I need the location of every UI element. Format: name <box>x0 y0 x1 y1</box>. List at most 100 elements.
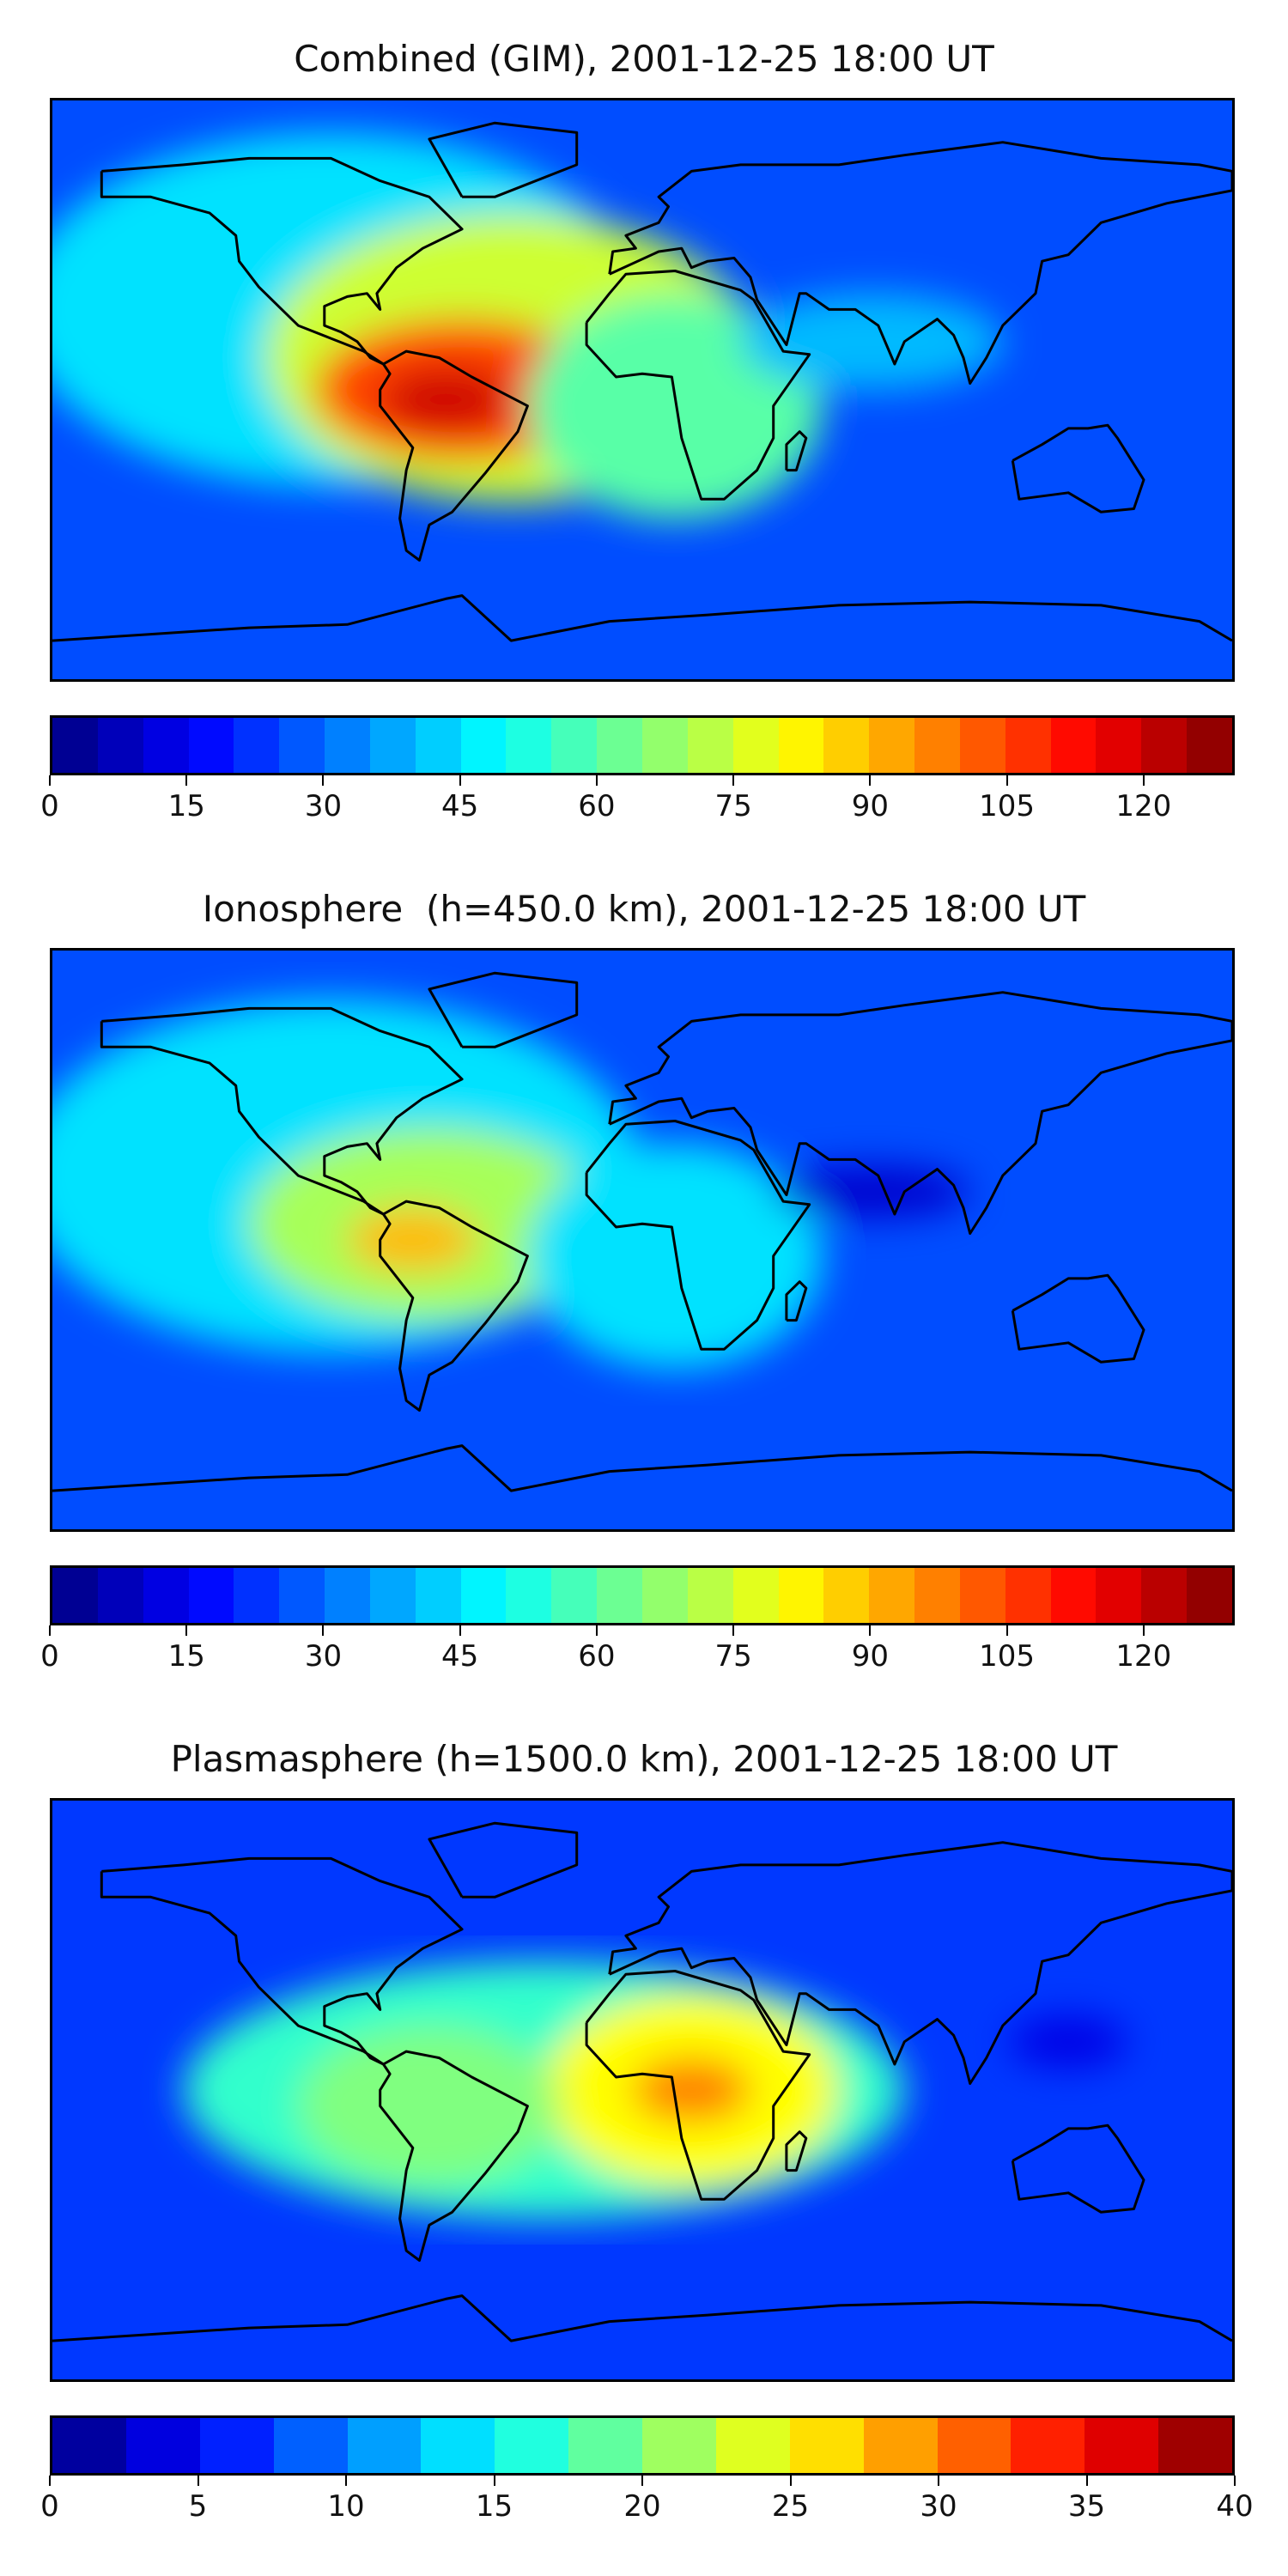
colorbar-segment <box>789 2418 864 2473</box>
colorbar-segment <box>325 718 370 773</box>
colorbar-tick <box>322 1625 325 1636</box>
coastline-7 <box>52 594 1232 642</box>
map-combined <box>50 98 1235 682</box>
colorbar-tick-label: 60 <box>578 789 616 823</box>
colorbar-segment <box>914 1568 960 1623</box>
coastline-2 <box>379 1200 529 1412</box>
colorbar-segment <box>506 718 552 773</box>
colorbar-segment <box>1096 1568 1142 1623</box>
colorbar-segment <box>460 718 507 773</box>
field-blob-4 <box>1009 2015 1127 2068</box>
colorbar-segment <box>188 1568 234 1623</box>
colorbar-tick-label: 60 <box>578 1639 616 1674</box>
colorbar-segment <box>1084 2418 1159 2473</box>
colorbar-segment <box>959 1568 1005 1623</box>
panel-title-plasmasphere: Plasmasphere (h=1500.0 km), 2001-12-25 1… <box>170 1738 1118 1780</box>
colorbar-segment <box>959 718 1005 773</box>
colorbar-segment <box>199 2418 274 2473</box>
colorbar-tick-label: 105 <box>979 789 1036 823</box>
colorbar-tick-label: 0 <box>40 789 59 823</box>
colorbar-segment <box>279 1568 325 1623</box>
colorbar-segment <box>778 718 824 773</box>
colorbar-tick <box>732 1625 735 1636</box>
colorbar-segment <box>279 718 325 773</box>
coastline-1 <box>428 121 579 198</box>
colorbar-tick-label: 90 <box>851 1639 890 1674</box>
colorbar-tick <box>493 2476 495 2486</box>
coastline-5 <box>1011 1273 1145 1364</box>
colorbar-tick <box>869 775 872 786</box>
colorbar-tick-label: 30 <box>304 789 343 823</box>
colorbar-segment <box>52 2418 126 2473</box>
coastline-0 <box>100 1006 464 1216</box>
colorbar-tick <box>345 2476 347 2486</box>
colorbar-segment <box>641 1568 688 1623</box>
coastline-6 <box>785 2130 808 2172</box>
colorbar-segment <box>1158 2418 1232 2473</box>
field-blob-3 <box>380 367 512 432</box>
colorbar-segment <box>125 2418 200 2473</box>
field-blob-3 <box>527 1143 823 1369</box>
colorbar-tick <box>197 2476 199 2486</box>
colorbar-segment <box>1011 2418 1085 2473</box>
colorbar-tick-label: 20 <box>623 2489 661 2524</box>
colorbar-segment <box>1096 718 1142 773</box>
colorbar-segment <box>143 718 189 773</box>
colorbar-tick-label: 120 <box>1115 789 1172 823</box>
colorbar-segment <box>1005 1568 1051 1623</box>
coastline-3 <box>585 1120 811 1351</box>
contour-field <box>183 1961 1127 2219</box>
colorbar-tick <box>1142 775 1145 786</box>
coastline-5 <box>1011 2123 1145 2214</box>
colorbar-tick <box>595 1625 598 1636</box>
colorbar-segment <box>273 2418 348 2473</box>
colorbar-segment <box>52 1568 98 1623</box>
colorbar-tick-label: 10 <box>327 2489 365 2524</box>
colorbar-segment <box>863 2418 938 2473</box>
colorbar-segment <box>415 718 461 773</box>
colorbar-segment <box>869 1568 915 1623</box>
colorbar-segment <box>823 718 870 773</box>
map-plasmasphere <box>50 1798 1235 2382</box>
coastline-3 <box>585 1970 811 2201</box>
colorbar-tick-label: 40 <box>1216 2489 1254 2524</box>
coastline-4 <box>608 141 1232 385</box>
coastline-0 <box>100 156 464 366</box>
colorbar-segment <box>823 1568 870 1623</box>
colorbar-segment <box>937 2418 1012 2473</box>
colorbar-segment <box>715 2418 790 2473</box>
colorbar-ticks-plasmasphere: 0 5 10 15 20 25 30 35 40 <box>40 2476 1254 2527</box>
colorbar-tick-label: 15 <box>167 789 205 823</box>
colorbar-tick-label: 35 <box>1067 2489 1106 2524</box>
colorbar-tick <box>1005 775 1008 786</box>
colorbar-segment <box>421 2418 495 2473</box>
coastline-1 <box>428 1821 579 1899</box>
colorbar-tick-label: 45 <box>441 1639 479 1674</box>
colorbar-tick <box>185 1625 188 1636</box>
field-blob-2 <box>632 2057 750 2123</box>
colorbar-tick-label: 30 <box>304 1639 343 1674</box>
colorbar-tick-label: 25 <box>771 2489 810 2524</box>
colorbar-tick <box>1142 1625 1145 1636</box>
colorbar-tick <box>1085 2476 1088 2486</box>
panel-title-ionosphere: Ionosphere (h=450.0 km), 2001-12-25 18:0… <box>202 888 1086 930</box>
colorbar-segment <box>914 718 960 773</box>
colorbar-tick-label: 15 <box>167 1639 205 1674</box>
colorbar-segment <box>1005 718 1051 773</box>
coastline-7 <box>52 1444 1232 1492</box>
field-blob-4 <box>773 1165 970 1218</box>
colorbar-segment <box>778 1568 824 1623</box>
coastline-5 <box>1011 423 1145 513</box>
coastline-0 <box>100 1856 464 2066</box>
colorbar-tick-label: 90 <box>851 789 890 823</box>
colorbar-tick <box>641 2476 643 2486</box>
colorbar-segment <box>687 718 733 773</box>
colorbar-tick-label: 5 <box>188 2489 208 2524</box>
colorbar-segment <box>495 2418 569 2473</box>
colorbar-tick <box>938 2476 939 2486</box>
colorbar-segment <box>1187 1568 1232 1623</box>
colorbar-segment <box>97 1568 143 1623</box>
coastline-6 <box>785 430 808 472</box>
coastline-7 <box>52 2294 1232 2342</box>
colorbar-tick <box>459 775 461 786</box>
